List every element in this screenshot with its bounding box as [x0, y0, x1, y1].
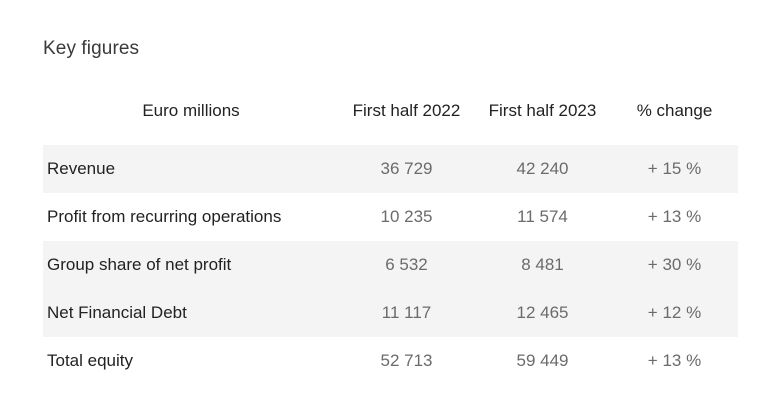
value-first-half-2022: 52 713 [380, 351, 433, 370]
row-label: Group share of net profit [47, 255, 232, 274]
column-header-first-half-2023: First half 2023 [488, 100, 597, 120]
value-first-half-2023: 8 481 [521, 255, 564, 274]
row-label: Profit from recurring operations [47, 207, 282, 226]
column-header-euro-millions: Euro millions [142, 100, 240, 120]
value-percent-change: + 13 % [647, 207, 702, 226]
table-row: Total equity 52 713 59 449 + 13 % [43, 337, 738, 385]
row-label: Total equity [47, 351, 133, 370]
row-label: Net Financial Debt [47, 303, 187, 322]
value-first-half-2023: 42 240 [516, 159, 569, 178]
table-row: Group share of net profit 6 532 8 481 + … [43, 241, 738, 289]
value-first-half-2023: 11 574 [517, 207, 568, 226]
key-figures-table: Euro millions First half 2022 First half… [43, 88, 738, 385]
column-header-percent-change: % change [636, 100, 713, 120]
value-percent-change: + 13 % [647, 351, 702, 370]
value-first-half-2022: 10 235 [380, 207, 433, 226]
value-percent-change: + 30 % [647, 255, 702, 274]
table-row: Net Financial Debt 11 117 12 465 + 12 % [43, 289, 738, 337]
table-header-row: Euro millions First half 2022 First half… [43, 88, 738, 133]
value-first-half-2023: 12 465 [516, 303, 569, 322]
value-first-half-2022: 36 729 [380, 159, 433, 178]
column-header-first-half-2022: First half 2022 [352, 100, 461, 120]
row-label: Revenue [47, 159, 116, 178]
value-percent-change: + 12 % [647, 303, 702, 322]
page-title: Key figures [43, 38, 140, 59]
table-row: Revenue 36 729 42 240 + 15 % [43, 145, 738, 193]
value-first-half-2023: 59 449 [516, 351, 569, 370]
value-first-half-2022: 11 117 [381, 303, 432, 322]
value-first-half-2022: 6 532 [385, 255, 428, 274]
table-row: Profit from recurring operations 10 235 … [43, 193, 738, 241]
value-percent-change: + 15 % [647, 159, 702, 178]
